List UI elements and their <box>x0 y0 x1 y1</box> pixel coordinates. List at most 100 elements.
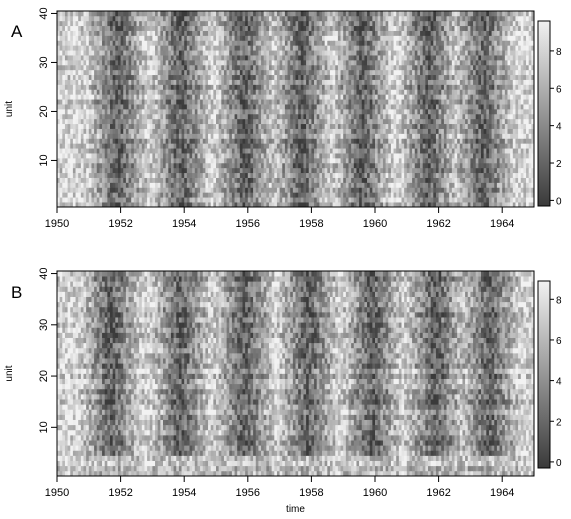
heatmap-cell <box>486 128 490 134</box>
heatmap-cell <box>311 187 315 193</box>
heatmap-cell <box>473 74 477 80</box>
heatmap-cell <box>375 202 378 208</box>
heatmap-cell <box>80 172 84 178</box>
heatmap-cell <box>104 113 108 120</box>
heatmap-cell <box>340 202 344 208</box>
heatmap-cell <box>377 123 381 129</box>
heatmap-cell <box>245 79 249 85</box>
heatmap-cell <box>88 148 92 154</box>
heatmap-cell <box>152 89 156 95</box>
heatmap-cell <box>149 133 153 139</box>
heatmap-cell <box>343 84 347 90</box>
heatmap-cell <box>428 109 431 115</box>
heatmap-cell <box>141 167 145 174</box>
heatmap-cell <box>298 128 302 134</box>
heatmap-cell <box>189 182 193 188</box>
heatmap-cell <box>218 192 222 198</box>
heatmap-cell <box>295 153 299 159</box>
heatmap-cell <box>274 118 278 125</box>
heatmap-cell <box>96 99 100 105</box>
heatmap-cell <box>110 167 113 174</box>
heatmap-cell <box>141 162 145 169</box>
heatmap-cell <box>125 158 129 164</box>
heatmap-cell <box>136 187 140 193</box>
heatmap-cell <box>433 128 437 134</box>
heatmap-cell <box>149 158 153 164</box>
heatmap-cell <box>94 158 98 164</box>
heatmap-cell <box>128 99 132 105</box>
heatmap-cell <box>64 113 68 120</box>
heatmap-cell <box>481 84 484 90</box>
heatmap-cell <box>300 162 304 169</box>
heatmap-cell <box>523 182 527 188</box>
heatmap-cell <box>327 167 331 174</box>
heatmap-cell <box>157 69 161 76</box>
heatmap-cell <box>449 192 453 198</box>
heatmap-cell <box>526 113 530 120</box>
heatmap-cell <box>282 172 286 178</box>
heatmap-cell <box>314 133 318 139</box>
heatmap-cell <box>364 182 368 188</box>
heatmap-cell <box>459 109 463 115</box>
heatmap-cell <box>96 138 100 144</box>
heatmap-cell <box>86 158 90 164</box>
heatmap-cell <box>345 118 349 125</box>
heatmap-cell <box>218 162 222 169</box>
heatmap-cell <box>192 158 196 164</box>
heatmap-cell <box>290 172 294 178</box>
heatmap-cell <box>226 177 230 183</box>
heatmap-cell <box>170 143 174 149</box>
heatmap-cell <box>512 182 516 188</box>
heatmap-cell <box>133 99 137 105</box>
heatmap-cell <box>414 138 418 144</box>
heatmap-cell <box>276 104 280 110</box>
heatmap-cell <box>409 192 413 198</box>
heatmap-cell <box>515 133 519 139</box>
heatmap-cell <box>170 74 174 80</box>
heatmap-cell <box>361 192 365 198</box>
heatmap-cell <box>470 153 474 159</box>
heatmap-cell <box>250 138 254 144</box>
heatmap-cell <box>102 99 106 105</box>
heatmap-cell <box>125 69 129 76</box>
heatmap-cell <box>120 143 124 149</box>
heatmap-cell <box>218 187 222 193</box>
heatmap-cell <box>282 123 286 129</box>
heatmap-cell <box>377 158 381 164</box>
heatmap-cell <box>343 167 347 174</box>
heatmap-cell <box>459 138 463 144</box>
heatmap-cell <box>351 192 355 198</box>
heatmap-cell <box>510 177 514 183</box>
heatmap-cell <box>186 99 190 105</box>
heatmap-cell <box>128 104 132 110</box>
heatmap-cell <box>184 99 188 105</box>
heatmap-cell <box>491 133 495 139</box>
heatmap-cell <box>213 192 217 198</box>
heatmap-cell <box>499 133 503 139</box>
heatmap-cell <box>216 118 219 125</box>
heatmap-cell <box>104 89 108 95</box>
heatmap-cell <box>67 79 71 85</box>
heatmap-cell <box>433 158 437 164</box>
heatmap-cell <box>470 84 474 90</box>
heatmap-cell <box>192 153 196 159</box>
heatmap-cell <box>75 94 79 100</box>
heatmap-cell <box>123 172 127 178</box>
heatmap-cell <box>303 69 307 76</box>
heatmap-cell <box>303 167 307 174</box>
heatmap-cell <box>147 148 151 154</box>
heatmap-cell <box>420 167 424 174</box>
heatmap-cell <box>377 177 381 183</box>
heatmap-cell <box>488 138 492 144</box>
heatmap-cell <box>412 182 416 188</box>
heatmap-cell <box>99 162 103 169</box>
heatmap-cell <box>425 84 429 90</box>
heatmap-cell <box>170 128 174 134</box>
heatmap-cell <box>170 148 174 154</box>
heatmap-cell <box>57 94 60 100</box>
heatmap-cell <box>462 197 466 203</box>
heatmap-cell <box>208 143 212 149</box>
heatmap-cell <box>194 109 198 115</box>
heatmap-cell <box>319 123 323 129</box>
heatmap-cell <box>329 89 333 95</box>
